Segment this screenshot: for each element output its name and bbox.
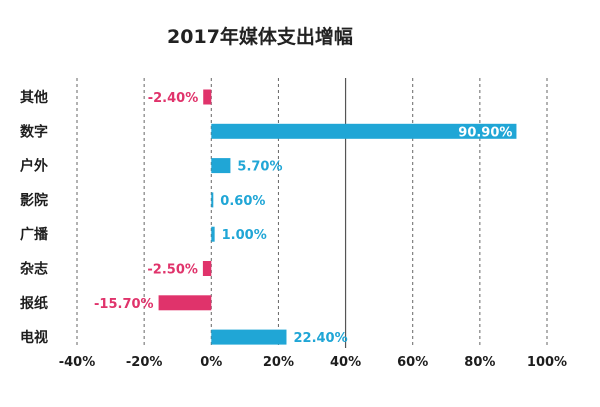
x-tick-label: 0% <box>200 355 222 370</box>
data-label: 1.00% <box>222 228 267 243</box>
data-label: -2.40% <box>148 91 199 106</box>
x-tick-label: 60% <box>397 355 428 370</box>
data-label: 5.70% <box>237 160 282 175</box>
category-label: 影院 <box>20 192 48 209</box>
bar <box>211 123 517 139</box>
x-tick-label: 20% <box>263 355 294 370</box>
category-label: 广播 <box>20 226 49 243</box>
bar <box>211 192 214 208</box>
bar <box>211 158 231 174</box>
x-tick-label: 100% <box>527 355 567 370</box>
bar <box>203 89 212 105</box>
category-label: 户外 <box>20 158 48 175</box>
data-label: 0.60% <box>220 194 265 209</box>
category-label: 电视 <box>20 329 48 346</box>
bar <box>211 226 215 242</box>
category-label: 杂志 <box>20 261 48 278</box>
data-label: 90.90% <box>458 125 512 140</box>
chart-title: 2017年媒体支出增幅 <box>167 26 353 48</box>
category-label: 数字 <box>20 123 48 140</box>
x-tick-label: 80% <box>464 355 495 370</box>
x-tick-label: -20% <box>126 355 163 370</box>
bar <box>202 261 212 276</box>
category-label: 报纸 <box>20 295 48 312</box>
data-label: -2.50% <box>147 263 198 278</box>
data-label: 22.40% <box>293 331 347 346</box>
bar <box>158 295 212 311</box>
x-tick-label: 40% <box>330 355 361 370</box>
data-label: -15.70% <box>94 297 154 312</box>
category-label: 其他 <box>20 89 48 106</box>
x-tick-label: -40% <box>59 355 96 370</box>
bar <box>211 329 287 345</box>
